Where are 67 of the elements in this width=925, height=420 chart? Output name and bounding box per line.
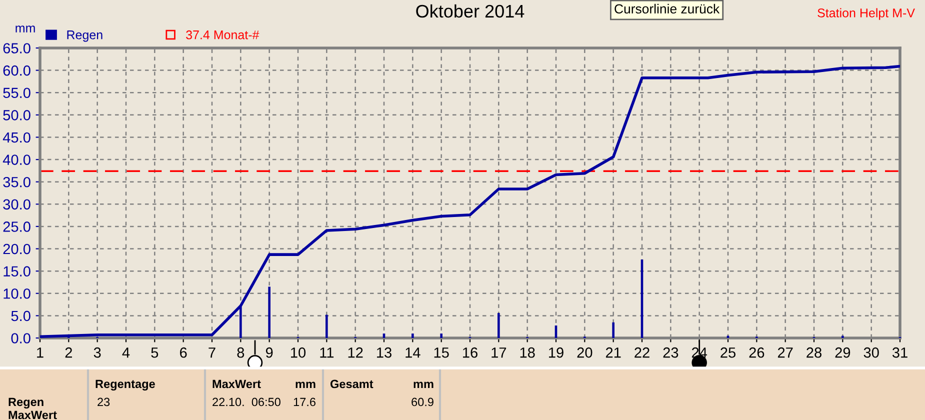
x-tick-label: 5 xyxy=(151,348,158,358)
y-tick-label: 35.0 xyxy=(3,176,30,188)
chart-title: Oktober 2014 xyxy=(416,4,524,18)
text: 60.9 xyxy=(412,398,434,406)
y-tick-label: 60.0 xyxy=(3,65,30,76)
text: Regen xyxy=(8,398,44,409)
y-axis-title: mm xyxy=(16,26,35,32)
y-tick-label: 40.0 xyxy=(2,154,30,165)
x-tick-label: 29 xyxy=(835,347,850,358)
bar xyxy=(326,314,328,338)
x-tick-label: 10 xyxy=(291,347,306,358)
text: Gesamt xyxy=(330,380,374,388)
x-tick-label: 9 xyxy=(266,347,273,358)
y-tick-label: 45.0 xyxy=(2,132,30,143)
x-tick-label: 8 xyxy=(237,347,244,358)
y-tick-label: 25.0 xyxy=(3,222,30,232)
y-tick-label: 15.0 xyxy=(4,266,30,277)
x-tick-label: 18 xyxy=(520,347,535,358)
x-tick-label: 31 xyxy=(892,347,908,358)
x-tick-label: 28 xyxy=(806,347,822,358)
text: 22.10. 06:50 xyxy=(212,398,280,406)
x-tick-label: 12 xyxy=(348,347,363,358)
y-tick-label: 30.0 xyxy=(3,199,30,210)
x-tick-label: 14 xyxy=(406,348,420,358)
x-tick-label: 22 xyxy=(634,347,650,358)
x-tick-label: 2 xyxy=(65,347,72,358)
x-tick-label: 1 xyxy=(37,348,44,358)
text: Regentage xyxy=(96,380,155,391)
x-tick-label: 20 xyxy=(577,347,592,358)
x-tick-label: 27 xyxy=(778,347,793,358)
text: MaxWert xyxy=(8,410,57,420)
y-tick-label: 0.0 xyxy=(11,333,30,344)
x-tick-label: 25 xyxy=(720,347,736,358)
x-tick-label: 3 xyxy=(94,347,101,358)
x-tick-label: 11 xyxy=(320,348,334,358)
x-tick-label: 4 xyxy=(122,348,130,358)
x-tick-label: 23 xyxy=(663,347,678,358)
x-tick-label: 19 xyxy=(549,347,564,358)
text: 17.6 xyxy=(294,398,316,406)
bar xyxy=(498,313,500,338)
x-tick-label: 15 xyxy=(434,348,449,358)
x-tick-label: 21 xyxy=(606,347,621,358)
x-tick-label: 7 xyxy=(208,348,216,358)
y-tick-label: 5.0 xyxy=(11,310,30,322)
y-tick-label: 50.0 xyxy=(3,110,30,120)
y-tick-label: 55.0 xyxy=(3,88,30,98)
text: 23 xyxy=(98,398,110,406)
text: MaxWert xyxy=(212,380,261,388)
text: mm xyxy=(296,382,316,388)
bar xyxy=(440,334,442,338)
x-tick-label: 6 xyxy=(180,347,187,358)
x-tick-label: 26 xyxy=(749,347,764,358)
legend-label: Regen xyxy=(67,30,102,42)
x-tick-label: 13 xyxy=(377,347,392,358)
x-tick-label: 17 xyxy=(492,348,506,358)
legend-label: 37.4 Monat-# xyxy=(186,30,260,40)
bar xyxy=(612,322,614,338)
y-tick-label: 10.0 xyxy=(4,288,30,299)
text: Station Helpt M-V xyxy=(818,8,915,20)
text: Cursorlinie zurück xyxy=(614,4,720,14)
x-tick-label: 16 xyxy=(463,347,478,358)
x-tick-label: 30 xyxy=(864,347,879,358)
bar xyxy=(268,286,270,338)
text: mm xyxy=(414,382,434,388)
bar xyxy=(412,334,414,338)
y-tick-label: 65.0 xyxy=(3,43,30,54)
y-tick-label: 20.0 xyxy=(3,244,30,254)
